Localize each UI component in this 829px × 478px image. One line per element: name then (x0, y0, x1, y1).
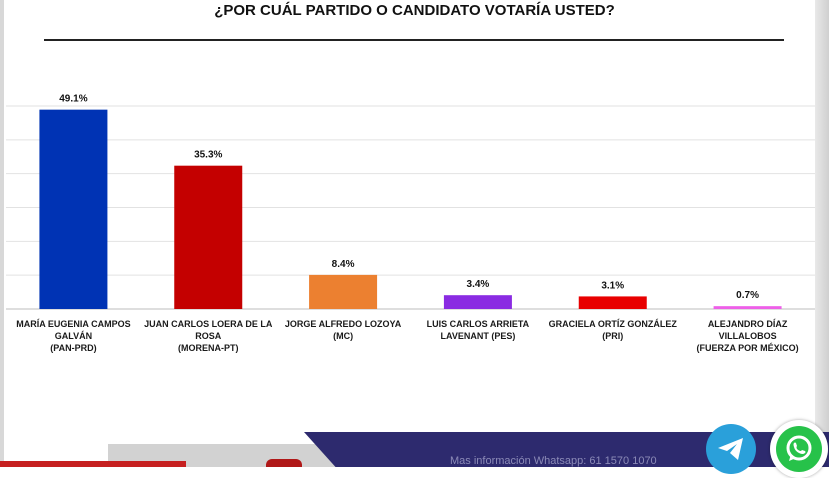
bar-2 (174, 165, 243, 309)
value-label-5: 3.1% (601, 280, 624, 291)
telegram-icon[interactable] (706, 424, 756, 474)
footer-contact-text: Mas información Whatsapp: 61 1570 1070 (450, 455, 657, 467)
category-label-5: GRACIELA ORTÍZ GONZÁLEZ (549, 319, 678, 329)
bar-4 (443, 295, 512, 309)
whatsapp-icon[interactable] (770, 420, 828, 478)
bar-5 (578, 296, 647, 309)
chart-title: ¿POR CUÁL PARTIDO O CANDIDATO VOTARÍA US… (214, 2, 615, 19)
bar-1 (39, 109, 108, 310)
title-underline (44, 39, 784, 41)
category-label-1: GALVÁN (55, 331, 92, 341)
bar-3 (309, 274, 378, 309)
value-label-1: 49.1% (59, 94, 87, 105)
category-label-6: VILLALOBOS (719, 331, 777, 341)
category-label-2: ROSA (195, 331, 222, 341)
bar-6 (713, 306, 782, 309)
value-label-2: 35.3% (194, 150, 222, 161)
category-label-4: LAVENANT (PES) (440, 331, 515, 341)
footer-red-band (0, 461, 186, 467)
value-label-4: 3.4% (467, 279, 490, 290)
bars (39, 109, 782, 310)
value-labels: 49.1% 35.3% 8.4% 3.4% 3.1% 0.7% (59, 94, 759, 302)
value-label-3: 8.4% (332, 259, 355, 270)
category-label-5: (PRI) (602, 331, 623, 341)
value-label-6: 0.7% (736, 290, 759, 301)
left-border (0, 0, 4, 467)
category-label-3: (MC) (333, 331, 353, 341)
right-border (815, 0, 829, 467)
category-label-2: (MORENA-PT) (178, 343, 239, 353)
footer-logo-fragment (266, 459, 302, 467)
category-label-6: (FUERZA POR MÉXICO) (696, 343, 798, 353)
category-label-4: LUIS CARLOS ARRIETA (427, 319, 530, 329)
category-label-2: JUAN CARLOS LOERA DE LA (144, 319, 273, 329)
category-labels: MARÍA EUGENIA CAMPOS GALVÁN (PAN-PRD) JUAN … (16, 319, 798, 353)
category-label-3: JORGE ALFREDO LOZOYA (285, 319, 402, 329)
bar-chart: 49.1% 35.3% 8.4% 3.4% 3.1% 0.7% MARÍA EUGENIA… (6, 94, 815, 353)
category-label-1: MARÍA EUGENIA CAMPOS (16, 319, 130, 329)
gridlines (6, 105, 815, 310)
category-label-1: (PAN-PRD) (50, 343, 96, 353)
category-label-6: ALEJANDRO DÍAZ (708, 319, 788, 329)
